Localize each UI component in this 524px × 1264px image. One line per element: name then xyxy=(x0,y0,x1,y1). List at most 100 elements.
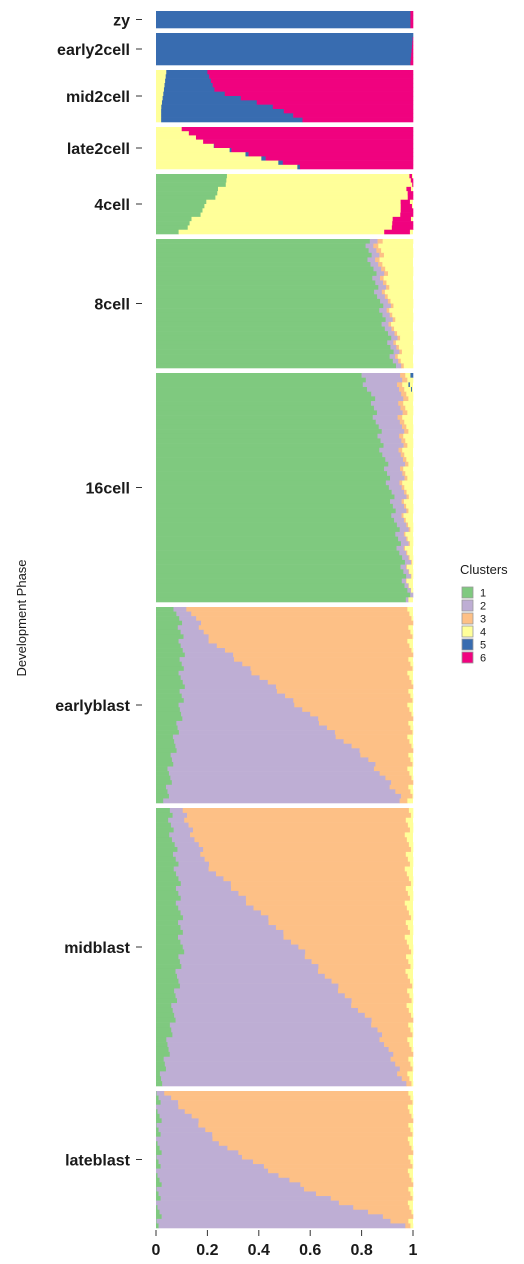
x-tick-label-1: 1 xyxy=(409,1242,418,1259)
bar-4cell-1-cluster-6 xyxy=(409,174,413,179)
bar-16cell-43-cluster-1 xyxy=(156,569,404,575)
bar-earlyblast-40-cluster-4 xyxy=(408,784,412,790)
legend-swatch-5 xyxy=(461,638,474,651)
bar-lateblast-21-cluster-3 xyxy=(300,1182,414,1188)
bar-16cell-43-cluster-4 xyxy=(409,569,414,575)
bar-midblast-1-cluster-4 xyxy=(408,808,414,814)
bar-midblast-14-remainder xyxy=(411,871,413,877)
bar-lateblast-26-cluster-4 xyxy=(409,1205,413,1211)
bar-16cell-7-cluster-2 xyxy=(370,401,399,407)
bar-earlyblast-17-cluster-4 xyxy=(411,679,414,685)
bar-16cell-17-cluster-2 xyxy=(379,447,399,453)
bar-16cell-17-cluster-3 xyxy=(398,447,403,453)
bar-earlyblast-27-cluster-2 xyxy=(177,725,328,731)
bar-earlyblast-35-cluster-4 xyxy=(412,761,414,767)
bar-midblast-23-cluster-1 xyxy=(156,915,184,921)
bar-earlyblast-43-cluster-3 xyxy=(399,798,408,804)
bar-lateblast-2-cluster-1 xyxy=(156,1095,159,1101)
bar-earlyblast-18-cluster-1 xyxy=(156,684,186,690)
bar-midblast-9-cluster-3 xyxy=(203,847,412,853)
bar-midblast-24-cluster-1 xyxy=(156,920,179,926)
bar-earlyblast-5-remainder xyxy=(410,625,413,631)
bar-16cell-10-remainder xyxy=(409,415,413,421)
bar-16cell-39-remainder xyxy=(411,550,413,556)
bar-zy-4-cluster-5 xyxy=(156,23,411,29)
bar-midblast-17-cluster-1 xyxy=(156,886,177,892)
bar-4cell-12-cluster-6 xyxy=(392,221,414,226)
bar-lateblast-22-cluster-3 xyxy=(304,1186,409,1192)
legend-swatch-3 xyxy=(461,612,474,625)
bar-4cell-8-cluster-6 xyxy=(400,204,413,209)
bar-lateblast-10-cluster-2 xyxy=(160,1132,213,1137)
bar-earlyblast-38-cluster-3 xyxy=(385,775,412,781)
bar-earlyblast-21-cluster-4 xyxy=(412,698,414,704)
bar-16cell-42-cluster-4 xyxy=(406,564,412,570)
bar-earlyblast-22-remainder xyxy=(409,702,413,708)
bar-midblast-31-cluster-3 xyxy=(304,954,407,960)
bar-earlyblast-41-cluster-4 xyxy=(410,789,414,795)
bar-midblast-54-cluster-3 xyxy=(399,1066,413,1072)
bar-lateblast-18-cluster-4 xyxy=(407,1168,411,1174)
bar-16cell-31-cluster-1 xyxy=(156,513,392,519)
bar-midblast-21-remainder xyxy=(411,905,413,911)
bar-16cell-17-remainder xyxy=(409,447,413,453)
bar-midblast-41-remainder xyxy=(409,1003,413,1009)
bar-midblast-50-cluster-1 xyxy=(156,1046,169,1053)
bar-midblast-41-cluster-4 xyxy=(406,1003,411,1009)
bar-earlyblast-6-cluster-1 xyxy=(156,629,181,635)
bar-16cell-30-cluster-3 xyxy=(406,508,409,514)
bar-16cell-14-remainder xyxy=(410,433,413,439)
bar-earlyblast-12-remainder xyxy=(410,657,413,662)
bar-earlyblast-31-cluster-2 xyxy=(175,743,352,749)
bar-midblast-7-cluster-4 xyxy=(406,837,413,843)
bar-4cell-2-cluster-6 xyxy=(410,178,414,183)
bar-16cell-3-cluster-2 xyxy=(362,382,398,388)
bar-lateblast-1-remainder xyxy=(410,1091,413,1096)
bar-16cell-14-cluster-2 xyxy=(377,433,400,439)
bar-8cell-19-cluster-4 xyxy=(391,321,411,327)
bar-lateblast-28-cluster-1 xyxy=(156,1214,162,1220)
bar-mid2cell-4-cluster-4 xyxy=(156,83,165,88)
bar-16cell-32-cluster-2 xyxy=(394,517,405,523)
bar-earlyblast-16-remainder xyxy=(411,675,413,681)
bar-16cell-11-cluster-3 xyxy=(399,419,405,425)
bar-16cell-36-cluster-1 xyxy=(156,536,399,542)
bar-earlyblast-13-cluster-2 xyxy=(181,661,243,667)
bar-16cell-31-cluster-4 xyxy=(403,513,411,519)
bar-earlyblast-22-cluster-1 xyxy=(156,702,179,708)
bar-8cell-15-cluster-2 xyxy=(383,303,392,309)
bar-16cell-6-cluster-2 xyxy=(375,396,404,402)
bar-early2cell-6-cluster-6 xyxy=(411,53,414,58)
bar-midblast-17-remainder xyxy=(410,886,413,892)
bar-midblast-14-cluster-4 xyxy=(406,871,413,877)
bar-earlyblast-31-cluster-1 xyxy=(156,743,176,749)
bar-8cell-10-cluster-1 xyxy=(156,280,376,286)
bar-midblast-27-cluster-4 xyxy=(404,934,411,940)
bar-earlyblast-40-cluster-2 xyxy=(166,784,390,790)
bar-16cell-27-cluster-3 xyxy=(406,494,410,500)
bar-lateblast-2-cluster-4 xyxy=(410,1095,414,1101)
bar-midblast-42-remainder xyxy=(411,1007,413,1014)
bar-8cell-22-cluster-4 xyxy=(400,335,414,341)
bar-midblast-4-cluster-2 xyxy=(170,822,189,828)
bar-mid2cell-7-cluster-4 xyxy=(156,96,163,101)
bar-lateblast-27-cluster-1 xyxy=(156,1209,160,1215)
bar-16cell-46-cluster-1 xyxy=(156,583,405,589)
bar-16cell-49-remainder xyxy=(410,597,413,603)
bar-midblast-13-cluster-2 xyxy=(173,866,209,872)
bar-earlyblast-33-cluster-1 xyxy=(156,752,171,758)
bar-4cell-11-remainder xyxy=(410,216,413,222)
bar-earlyblast-10-cluster-4 xyxy=(411,648,414,653)
bar-earlyblast-19-cluster-3 xyxy=(276,689,409,694)
bar-16cell-28-cluster-4 xyxy=(403,499,412,505)
bar-8cell-3-cluster-3 xyxy=(376,248,382,254)
bar-midblast-52-cluster-3 xyxy=(390,1056,409,1062)
bar-lateblast-9-cluster-2 xyxy=(158,1127,206,1133)
bar-midblast-7-cluster-2 xyxy=(171,837,195,843)
bar-earlyblast-43-cluster-1 xyxy=(156,798,164,804)
bar-lateblast-16-cluster-3 xyxy=(252,1159,411,1165)
bar-lateblast-18-cluster-2 xyxy=(156,1168,269,1174)
bar-4cell-7-cluster-4 xyxy=(206,199,401,205)
bar-midblast-28-cluster-1 xyxy=(156,939,181,945)
bar-8cell-5-cluster-3 xyxy=(375,257,380,263)
